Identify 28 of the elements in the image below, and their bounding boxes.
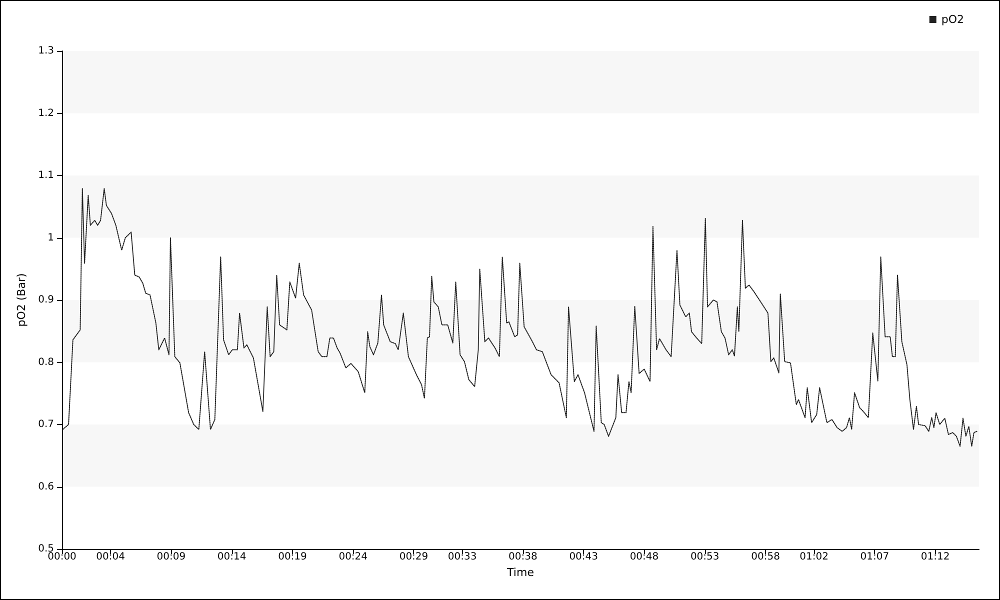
x-tick-label: 00:24 — [338, 552, 368, 562]
x-tick-label: 00:14 — [217, 552, 246, 562]
y-tick-label: 1.1 — [38, 170, 54, 181]
line-series — [62, 188, 978, 447]
legend-label: pO2 — [941, 13, 964, 26]
x-tick-label: 00:38 — [508, 552, 538, 562]
x-tick-label: 00:19 — [278, 552, 307, 562]
y-tick-label: 0.6 — [38, 481, 54, 492]
y-tick-label: 0.7 — [38, 419, 54, 430]
x-tick-label: 01:02 — [800, 552, 828, 562]
y-axis-title: pO2 (Bar) — [15, 273, 28, 327]
y-tick-label: 1.3 — [38, 46, 54, 56]
y-tick-label: 1.2 — [38, 108, 54, 119]
x-tick-label: 01:12 — [920, 552, 950, 562]
x-tick-label: 00:48 — [630, 552, 659, 562]
x-tick-label: 00:43 — [569, 552, 598, 562]
x-tick-label: 00:53 — [690, 552, 720, 562]
x-tick-label: 00:58 — [751, 552, 780, 562]
x-tick-label: 00:04 — [96, 552, 125, 562]
y-tick-label: 1 — [48, 232, 54, 244]
x-tick-label: 00:33 — [448, 552, 477, 562]
x-axis-title: Time — [506, 566, 534, 579]
x-tick-label: 01:07 — [860, 552, 890, 562]
x-tick-label: 00:09 — [156, 552, 186, 562]
x-tick-label: 00:29 — [399, 552, 428, 562]
y-tick-label: 0.9 — [38, 294, 54, 306]
y-tick-label: 0.8 — [38, 356, 54, 368]
x-tick-label: 00:00 — [48, 552, 76, 562]
